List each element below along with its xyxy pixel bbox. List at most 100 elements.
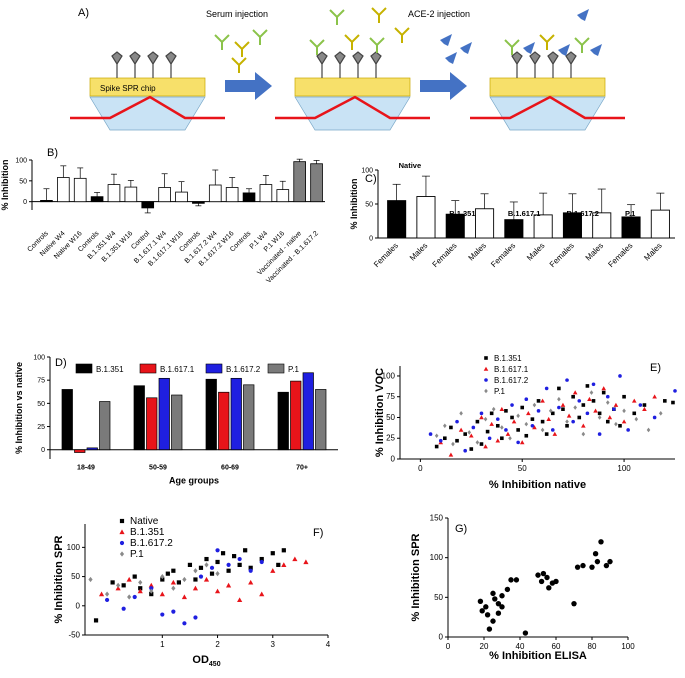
d-bar-B.1.617.1: [146, 397, 158, 451]
e-x-tick-label: 0: [418, 464, 423, 473]
f-point-B.1.351: [214, 588, 221, 594]
f-point-B.1.617.2: [215, 548, 220, 553]
f-legend-label: Native: [130, 516, 159, 527]
f-point-B.1.351: [248, 579, 254, 585]
d-legend-label: B.1.617.2: [226, 365, 261, 374]
c-category-label: Males: [408, 241, 429, 262]
e-point-B.1.617.1: [499, 406, 505, 411]
g-point-data: [504, 586, 511, 593]
g-y-tick-label: 0: [439, 633, 444, 642]
e-point-B.1.617.1: [552, 431, 558, 436]
g-point-data: [571, 600, 577, 607]
g-x-tick-label: 60: [552, 642, 561, 651]
f-point-Native: [259, 556, 264, 562]
d-category-label: 60-69: [221, 465, 239, 472]
e-point-B.1.617.2: [530, 423, 535, 428]
f-point-Native: [171, 568, 176, 573]
c-category-label: Males: [467, 241, 488, 262]
g-y-tick-label: 150: [430, 514, 444, 523]
d-bar-B.1.617.2: [86, 447, 98, 451]
d-bar-B.1.351: [61, 389, 73, 451]
spr-chip-stage-2: [275, 7, 430, 131]
e-point-B.1.617.2: [673, 389, 677, 393]
arrow-step-2-icon: [420, 72, 467, 100]
f-point-B.1.617.2: [182, 621, 187, 626]
e-point-P.1: [508, 435, 512, 441]
e-point-P.1: [597, 415, 602, 420]
e-point-B.1.617.1: [587, 396, 592, 402]
f-point-Native: [165, 571, 170, 576]
b-bar: [276, 189, 290, 203]
e-point-B.1.617.1: [458, 427, 464, 432]
e-point-B.1.351: [449, 425, 453, 430]
g-x-tick-label: 100: [621, 642, 635, 651]
b-y-tick-label: 50: [19, 178, 27, 185]
e-point-B.1.351: [540, 419, 545, 424]
e-point-B.1.617.2: [471, 425, 476, 430]
g-point-data: [603, 562, 610, 569]
d-bar-B.1.617.1: [290, 380, 302, 451]
f-point-Native: [237, 562, 242, 567]
e-y-tick-label: 75: [386, 392, 395, 401]
f-point-Native: [232, 554, 237, 559]
f-point-P.1: [193, 568, 198, 574]
e-point-B.1.351: [536, 399, 541, 403]
f-point-Native: [132, 574, 137, 579]
d-legend-label: P.1: [288, 365, 300, 374]
e-point-B.1.351: [618, 423, 622, 428]
g-point-data: [522, 630, 529, 636]
f-point-B.1.351: [192, 585, 199, 591]
f-point-P.1: [127, 594, 132, 600]
f-point-B.1.617.2: [259, 559, 264, 565]
e-y-tick-label: 100: [382, 371, 396, 380]
e-point-B.1.617.2: [479, 411, 484, 416]
d-y-tick-label: 0: [41, 447, 45, 454]
g-point-data: [589, 564, 595, 570]
f-point-B.1.351: [98, 591, 105, 597]
e-point-B.1.617.1: [532, 425, 537, 430]
f-point-B.1.351: [303, 559, 309, 565]
d-x-axis-title: Age groups: [169, 476, 219, 486]
e-point-P.1: [548, 408, 553, 414]
e-point-P.1: [483, 416, 488, 422]
e-x-tick-label: 100: [617, 464, 631, 473]
e-point-P.1: [434, 433, 439, 439]
e-point-B.1.351: [495, 423, 500, 428]
d-bar-B.1.617.1: [74, 449, 86, 453]
e-point-B.1.617.2: [557, 405, 561, 410]
e-point-B.1.617.2: [536, 409, 541, 413]
f-point-P.1: [215, 571, 220, 577]
g-point-data: [580, 562, 586, 569]
e-point-P.1: [451, 441, 455, 447]
c-bar: [504, 219, 524, 239]
e-point-P.1: [540, 427, 545, 433]
f-point-Native: [93, 618, 99, 623]
spr-chip-stage-3: [470, 34, 625, 131]
g-point-data: [574, 564, 581, 570]
g-y-axis-title: % Inhibition SPR: [410, 533, 422, 621]
f-point-Native: [110, 580, 115, 585]
f-point-B.1.617.2: [198, 574, 204, 579]
f-point-Native: [193, 577, 198, 582]
ace2-icons: [440, 9, 589, 64]
e-point-P.1: [475, 440, 480, 445]
f-point-Native: [220, 551, 226, 556]
f-legend-label: B.1.617.2: [130, 538, 173, 549]
e-point-B.1.617.1: [540, 398, 545, 403]
e-point-B.1.617.1: [489, 421, 494, 426]
e-point-B.1.351: [479, 442, 484, 446]
e-point-P.1: [459, 411, 463, 416]
d-y-tick-label: 50: [37, 401, 45, 408]
e-point-B.1.617.1: [560, 402, 566, 407]
e-point-B.1.351: [622, 394, 626, 399]
e-point-B.1.617.2: [577, 399, 582, 403]
f-point-B.1.351: [259, 591, 265, 597]
e-point-B.1.617.1: [483, 444, 488, 449]
f-point-P.1: [104, 591, 110, 597]
e-point-B.1.617.2: [612, 407, 616, 411]
f-point-B.1.351: [292, 556, 298, 562]
f-x-axis-title: OD450: [192, 654, 220, 668]
e-point-B.1.351: [671, 400, 675, 405]
e-point-B.1.351: [557, 386, 561, 391]
